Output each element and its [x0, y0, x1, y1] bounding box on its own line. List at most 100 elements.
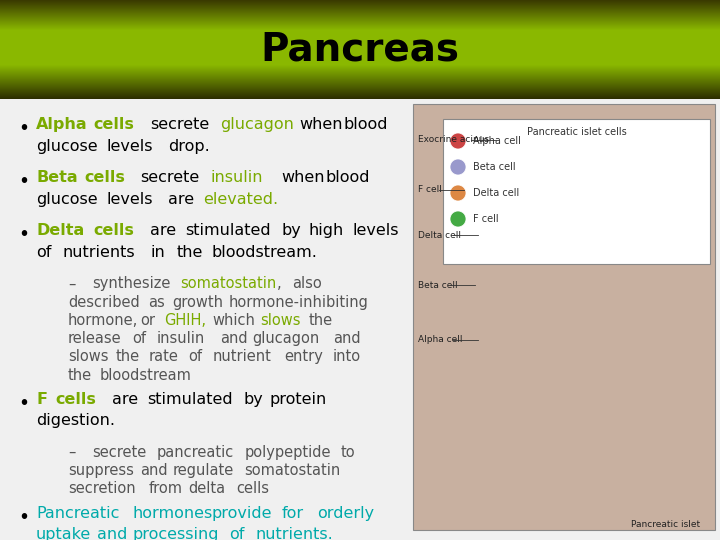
Text: secretion: secretion: [68, 481, 135, 496]
Text: hormone-inhibiting: hormone-inhibiting: [228, 295, 369, 309]
Text: and: and: [97, 527, 128, 540]
Text: glucose: glucose: [36, 192, 98, 207]
Text: when: when: [282, 170, 325, 185]
Circle shape: [450, 159, 466, 175]
Text: are: are: [150, 223, 176, 238]
Text: processing: processing: [132, 527, 219, 540]
Text: in: in: [150, 245, 165, 260]
Text: F: F: [36, 392, 47, 407]
Text: for: for: [282, 505, 304, 521]
Text: protein: protein: [270, 392, 328, 407]
Text: cells: cells: [236, 481, 269, 496]
Text: Beta cell: Beta cell: [418, 280, 458, 289]
Text: slows: slows: [68, 349, 109, 364]
Text: glucagon: glucagon: [253, 331, 320, 346]
Text: are: are: [168, 192, 194, 207]
Text: Pancreas: Pancreas: [261, 30, 459, 69]
Bar: [413, 104, 715, 530]
Text: of: of: [132, 331, 146, 346]
Text: nutrient: nutrient: [212, 349, 271, 364]
Text: insulin: insulin: [211, 170, 264, 185]
Text: entry: entry: [284, 349, 323, 364]
Text: hormones: hormones: [132, 505, 213, 521]
Text: –: –: [68, 276, 76, 292]
Text: of: of: [229, 527, 245, 540]
Text: from: from: [148, 481, 182, 496]
Text: •: •: [18, 172, 29, 191]
Text: Beta: Beta: [36, 170, 78, 185]
Bar: [443, 119, 710, 264]
Text: glucagon: glucagon: [220, 117, 294, 132]
Text: –: –: [68, 445, 76, 460]
Text: somatostatin: somatostatin: [245, 463, 341, 478]
Circle shape: [450, 211, 466, 227]
Text: of: of: [189, 349, 202, 364]
Text: which: which: [212, 313, 256, 328]
Text: insulin: insulin: [156, 331, 204, 346]
Text: release: release: [68, 331, 122, 346]
Text: nutrients: nutrients: [63, 245, 135, 260]
Text: suppress: suppress: [68, 463, 134, 478]
Text: into: into: [333, 349, 361, 364]
Text: described: described: [68, 295, 140, 309]
Text: delta: delta: [189, 481, 225, 496]
Text: levels: levels: [107, 139, 153, 153]
Text: synthesize: synthesize: [92, 276, 171, 292]
Circle shape: [450, 133, 466, 149]
Text: cells: cells: [94, 223, 135, 238]
Text: digestion.: digestion.: [36, 413, 115, 428]
Text: by: by: [282, 223, 302, 238]
Text: polypeptide: polypeptide: [245, 445, 331, 460]
Text: bloodstream: bloodstream: [100, 368, 192, 382]
Text: the: the: [309, 313, 333, 328]
Text: F cell: F cell: [473, 214, 499, 224]
Text: Alpha cell: Alpha cell: [418, 335, 462, 345]
Text: also: also: [292, 276, 323, 292]
Text: •: •: [18, 394, 29, 413]
Text: drop.: drop.: [168, 139, 210, 153]
Text: the: the: [176, 245, 203, 260]
Text: growth: growth: [172, 295, 223, 309]
Text: Alpha cell: Alpha cell: [473, 136, 521, 146]
Text: nutrients.: nutrients.: [256, 527, 333, 540]
Text: by: by: [243, 392, 264, 407]
Text: or: or: [140, 313, 156, 328]
Text: Pancreatic: Pancreatic: [36, 505, 120, 521]
Text: •: •: [18, 508, 29, 526]
Text: Delta cell: Delta cell: [473, 188, 519, 198]
Text: stimulated: stimulated: [147, 392, 233, 407]
Text: are: are: [112, 392, 138, 407]
Text: the: the: [116, 349, 140, 364]
Text: the: the: [68, 368, 92, 382]
Text: •: •: [18, 225, 29, 244]
Text: high: high: [308, 223, 343, 238]
Text: pancreatic: pancreatic: [156, 445, 233, 460]
Text: GHIH,: GHIH,: [164, 313, 206, 328]
Text: cells: cells: [84, 170, 125, 185]
Text: cells: cells: [55, 392, 96, 407]
Text: secrete: secrete: [92, 445, 146, 460]
Text: slows: slows: [261, 313, 301, 328]
Text: bloodstream.: bloodstream.: [212, 245, 318, 260]
Text: ,: ,: [276, 276, 282, 292]
Text: provide: provide: [212, 505, 272, 521]
Text: •: •: [18, 119, 29, 138]
Text: uptake: uptake: [36, 527, 91, 540]
Circle shape: [450, 185, 466, 201]
Text: and: and: [333, 331, 360, 346]
Text: somatostatin: somatostatin: [180, 276, 276, 292]
Text: secrete: secrete: [150, 117, 210, 132]
Text: F cell: F cell: [418, 186, 442, 194]
Text: as: as: [148, 295, 165, 309]
Text: secrete: secrete: [140, 170, 200, 185]
Text: hormone,: hormone,: [68, 313, 138, 328]
Text: blood: blood: [343, 117, 388, 132]
Text: when: when: [300, 117, 343, 132]
Text: levels: levels: [107, 192, 153, 207]
Text: glucose: glucose: [36, 139, 98, 153]
Text: elevated.: elevated.: [203, 192, 278, 207]
Text: stimulated: stimulated: [185, 223, 271, 238]
Text: cells: cells: [94, 117, 135, 132]
Text: levels: levels: [352, 223, 399, 238]
Text: Exocrine acinus: Exocrine acinus: [418, 136, 489, 145]
